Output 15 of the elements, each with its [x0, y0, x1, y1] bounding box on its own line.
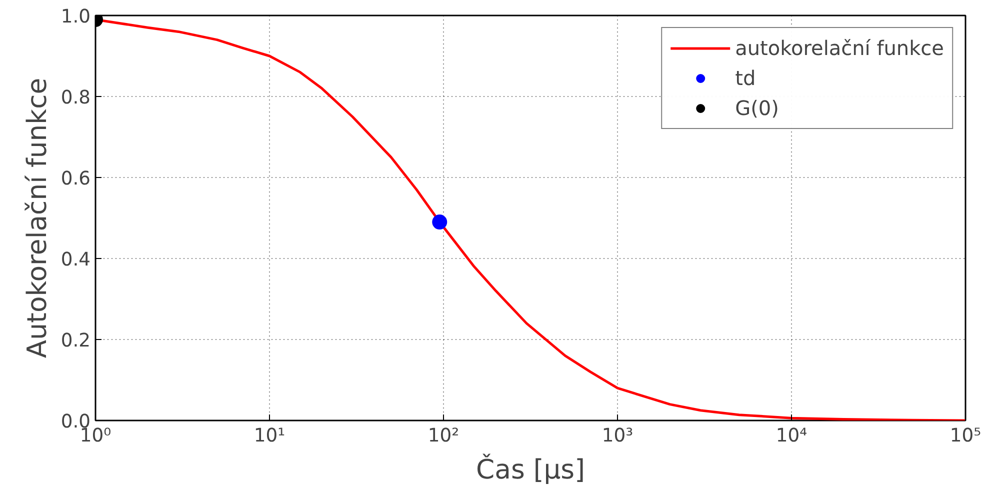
x-axis-title: Čas [μs] [476, 454, 585, 486]
y-axis-title: Autokorelační funkce [22, 78, 53, 358]
x-tick-label: 10³ [602, 426, 634, 446]
x-tick-label: 10² [428, 426, 460, 446]
x-tick-label: 10¹ [254, 426, 286, 446]
x-tick-label: 10⁵ [950, 426, 982, 446]
y-tick-label: 0.8 [60, 88, 90, 108]
y-tick-label: 0.6 [60, 168, 90, 190]
y-tick-label: 1.0 [60, 6, 90, 28]
legend-label: G(0) [735, 96, 779, 120]
legend-label: autokorelační funkce [735, 36, 944, 60]
y-tick-label: 0.2 [60, 330, 90, 352]
legend-label: td [735, 66, 756, 90]
y-tick-label: 0.4 [60, 250, 90, 270]
x-tick-label: 10⁴ [776, 426, 808, 446]
